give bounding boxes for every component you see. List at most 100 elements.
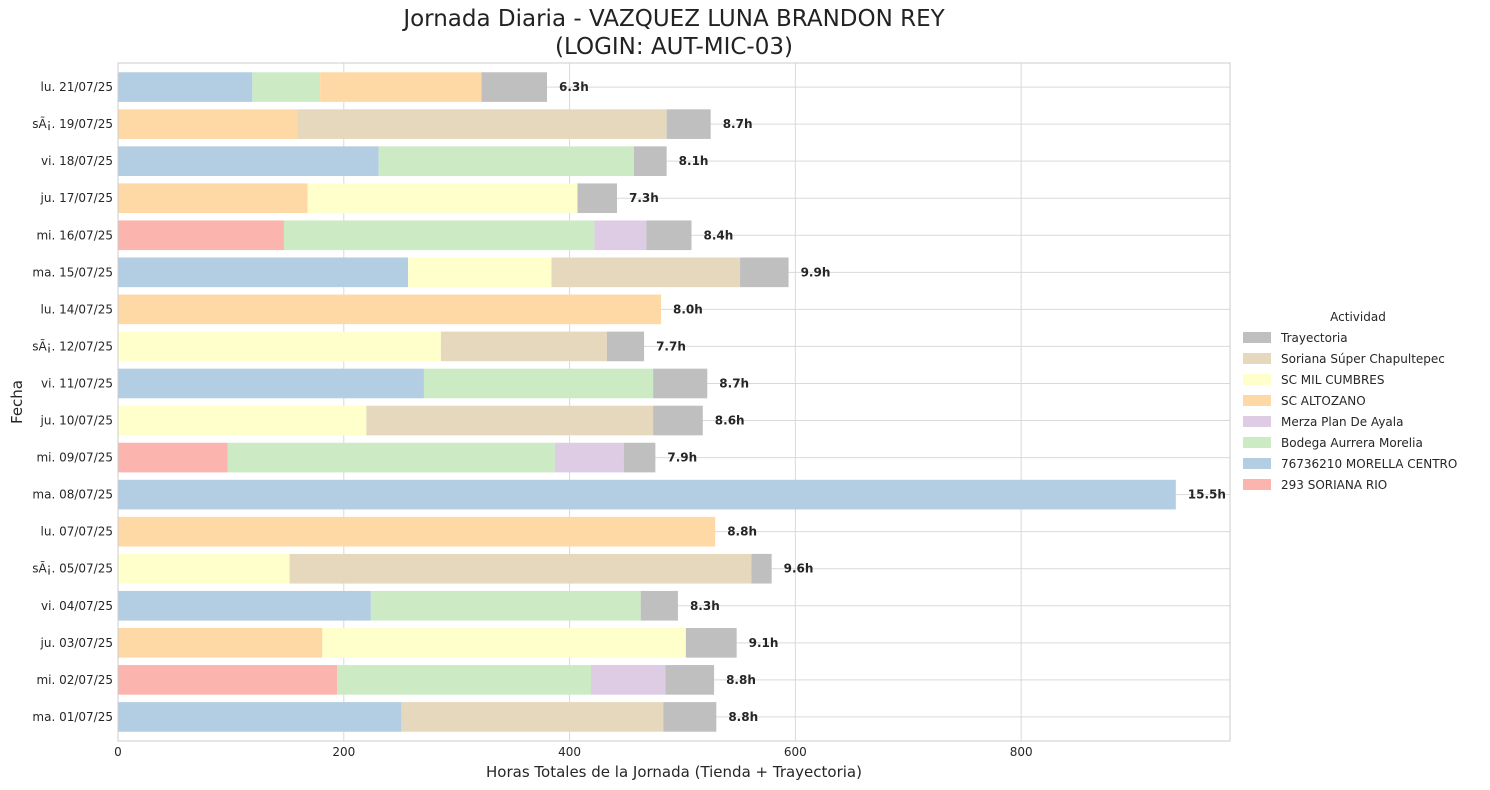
legend: Actividad Trayectoria Soriana Súper Chapul…: [1243, 310, 1457, 492]
bar-segment-sc-altozano: [118, 109, 298, 139]
y-tick-label: sÃ¡. 05/07/25: [32, 561, 113, 576]
bar-segment-trayectoria: [646, 220, 692, 251]
bar-total-label: 8.1h: [679, 154, 709, 168]
y-tick-label: ju. 10/07/25: [40, 414, 113, 428]
legend-swatch-76736210-morella-centro: [1243, 458, 1271, 469]
y-tick-label: lu. 14/07/25: [41, 302, 113, 316]
legend-label-sc-mil-cumbres: SC MIL CUMBRES: [1281, 373, 1385, 387]
bar-segment-trayectoria: [577, 183, 617, 214]
bar-segment-sc-altozano: [118, 294, 662, 325]
bar-segment-trayectoria: [653, 405, 703, 436]
x-tick-label: 800: [1010, 745, 1033, 759]
plot-frame: [117, 62, 1231, 742]
bar-segment-trayectoria: [685, 628, 737, 658]
x-tick-label: 200: [332, 745, 355, 759]
y-tick-label: lu. 21/07/25: [41, 80, 113, 94]
y-tick-label: sÃ¡. 12/07/25: [32, 338, 113, 353]
bar-segment-76736210-morella-centro: [118, 702, 402, 732]
bar-segment-sc-mil-cumbres: [322, 628, 686, 658]
bar-segment-sc-mil-cumbres: [118, 405, 367, 436]
y-tick-label: mi. 02/07/25: [36, 673, 113, 687]
y-axis-label: Fecha: [8, 380, 26, 424]
axis-labels: 0 200 400 600 800 lu. 21/07/25 6.3h sÃ¡. 19/07/…: [8, 80, 1226, 781]
bar-segment-trayectoria: [653, 368, 708, 399]
legend-swatch-merza-plan-de-ayala: [1243, 416, 1271, 427]
bar-segment-soriana-s-per-chapultepec: [551, 257, 741, 288]
bar-segment-soriana-s-per-chapultepec: [297, 109, 667, 139]
bar-segment-76736210-morella-centro: [118, 479, 1176, 510]
bar-segment-bodega-aurrera-morelia: [423, 368, 654, 399]
bar-segment-soriana-s-per-chapultepec: [366, 405, 654, 436]
bar-segment-293-soriana-rio: [118, 665, 338, 695]
bar-segment-76736210-morella-centro: [118, 257, 409, 288]
legend-label-trayectoria: Trayectoria: [1280, 331, 1348, 345]
bar-segment-bodega-aurrera-morelia: [283, 220, 595, 251]
bar-segment-soriana-s-per-chapultepec: [401, 702, 664, 732]
bar-segment-trayectoria: [666, 109, 711, 139]
legend-label-bodega-aurrera-morelia: Bodega Aurrera Morelia: [1281, 436, 1423, 450]
bar-segment-sc-altozano: [118, 628, 323, 658]
bar-total-label: 9.1h: [749, 636, 779, 650]
y-tick-label: lu. 07/07/25: [41, 525, 113, 539]
bar-total-label: 8.7h: [719, 376, 749, 390]
bar-total-label: 8.8h: [727, 525, 757, 539]
bar-segment-trayectoria: [633, 146, 667, 176]
bar-segment-sc-altozano: [118, 183, 308, 214]
bar-total-label: 9.6h: [784, 562, 814, 576]
x-axis-label: Horas Totales de la Jornada (Tienda + Tr…: [486, 763, 862, 781]
bar-total-label: 8.3h: [690, 599, 720, 613]
bar-segment-trayectoria: [640, 590, 678, 621]
y-tick-label: vi. 04/07/25: [41, 599, 113, 613]
bar-segment-sc-altozano: [118, 516, 716, 547]
legend-title: Actividad: [1330, 310, 1386, 324]
x-tick-label: 400: [558, 745, 581, 759]
bar-segment-trayectoria: [481, 72, 547, 102]
bar-segment-soriana-s-per-chapultepec: [289, 553, 752, 584]
bar-total-label: 8.4h: [703, 228, 733, 242]
bar-segment-76736210-morella-centro: [118, 590, 371, 621]
y-tick-label: ma. 01/07/25: [32, 710, 113, 724]
y-tick-label: vi. 18/07/25: [41, 154, 113, 168]
legend-swatch-sc-mil-cumbres: [1243, 374, 1271, 385]
bar-segment-76736210-morella-centro: [118, 146, 379, 176]
bar-segment-sc-mil-cumbres: [118, 331, 441, 362]
bar-total-label: 6.3h: [559, 80, 589, 94]
legend-label-soriana-s-per-chapultepec: Soriana Súper Chapultepec: [1281, 352, 1445, 366]
legend-swatch-293-soriana-rio: [1243, 479, 1271, 490]
legend-label-293-soriana-rio: 293 SORIANA RIO: [1281, 478, 1387, 492]
bar-total-label: 7.9h: [667, 451, 697, 465]
bar-total-label: 7.7h: [656, 339, 686, 353]
bar-segment-bodega-aurrera-morelia: [337, 665, 592, 695]
y-tick-label: ju. 03/07/25: [40, 636, 113, 650]
bar-total-label: 8.8h: [726, 673, 756, 687]
bar-total-label: 7.3h: [629, 191, 659, 205]
bar-segment-merza-plan-de-ayala: [594, 220, 647, 251]
bar-total-label: 15.5h: [1188, 488, 1226, 502]
bar-total-label: 8.7h: [723, 117, 753, 131]
y-tick-label: ju. 17/07/25: [40, 191, 113, 205]
y-tick-label: ma. 15/07/25: [32, 265, 113, 279]
legend-label-76736210-morella-centro: 76736210 MORELLA CENTRO: [1281, 457, 1457, 471]
x-tick-label: 0: [114, 745, 122, 759]
bar-total-label: 9.9h: [801, 265, 831, 279]
plot-border: [117, 62, 1231, 742]
legend-label-sc-altozano: SC ALTOZANO: [1281, 394, 1366, 408]
legend-label-merza-plan-de-ayala: Merza Plan De Ayala: [1281, 415, 1403, 429]
bar-segment-bodega-aurrera-morelia: [370, 590, 641, 621]
bar-segment-trayectoria: [606, 331, 645, 362]
legend-swatch-trayectoria: [1243, 332, 1271, 343]
bar-segment-trayectoria: [623, 442, 656, 473]
legend-swatch-bodega-aurrera-morelia: [1243, 437, 1271, 448]
y-tick-label: mi. 09/07/25: [36, 451, 113, 465]
bar-segment-trayectoria: [740, 257, 789, 288]
bar-total-label: 8.6h: [715, 414, 745, 428]
x-tick-label: 600: [784, 745, 807, 759]
bar-segment-sc-mil-cumbres: [118, 553, 290, 584]
bar-segment-76736210-morella-centro: [118, 72, 253, 102]
y-tick-label: vi. 11/07/25: [41, 376, 113, 390]
bar-total-label: 8.0h: [673, 302, 703, 316]
bar-segment-76736210-morella-centro: [118, 368, 424, 399]
bar-segment-bodega-aurrera-morelia: [252, 72, 321, 102]
y-tick-label: ma. 08/07/25: [32, 488, 113, 502]
